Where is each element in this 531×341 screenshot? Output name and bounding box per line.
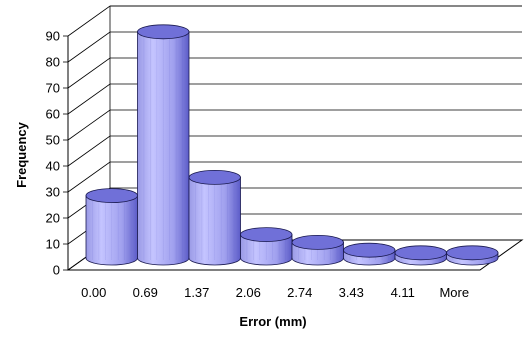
x-tick-label: 0.69 (133, 285, 158, 300)
bar-body (85, 195, 138, 266)
gridline (67, 109, 522, 141)
bar-top (85, 188, 138, 204)
histogram-bar (137, 24, 190, 266)
gridline (67, 5, 522, 37)
gridline (67, 135, 522, 167)
y-tick-label: 70 (46, 81, 60, 96)
x-tick-label: 3.43 (339, 285, 364, 300)
bar-body (137, 31, 190, 266)
y-tick-label: 90 (46, 29, 60, 44)
bar-top (188, 169, 241, 185)
y-tick-label: 20 (46, 211, 60, 226)
histogram-bar (394, 245, 447, 266)
bar-body (240, 234, 293, 266)
bars-layer (85, 24, 499, 266)
histogram-bar (446, 245, 499, 266)
bar-top (343, 242, 396, 258)
x-tick-label: 4.11 (391, 285, 415, 300)
bar-top (137, 24, 190, 40)
bar-body (188, 177, 241, 266)
x-axis-title: Error (mm) (239, 314, 306, 329)
histogram-bar (240, 227, 293, 266)
gridline (67, 57, 522, 89)
bar-top (240, 227, 293, 243)
x-tick-label: 1.37 (184, 285, 209, 300)
bar-top (291, 234, 344, 250)
histogram-bar (343, 242, 396, 266)
y-tick-label: 40 (46, 159, 60, 174)
y-axis-title: Frequency (14, 121, 29, 188)
bar-top (394, 245, 447, 261)
y-tick-label: 60 (46, 107, 60, 122)
y-tick-label: 50 (46, 133, 60, 148)
y-tick-label: 0 (53, 263, 60, 278)
x-tick-label: 0.00 (81, 285, 106, 300)
histogram-bar (291, 234, 344, 266)
gridline (67, 83, 522, 115)
x-tick-label: 2.74 (287, 285, 312, 300)
y-tick-label: 30 (46, 185, 60, 200)
tick-labels-layer: 0 10 20 30 40 50 60 70 80 90 0.00 0.69 1.37 2.06 2.74 3… (46, 29, 470, 301)
histogram-bar (188, 169, 241, 266)
histogram-bar (85, 188, 138, 266)
x-tick-label: 2.06 (236, 285, 261, 300)
y-tick-label: 80 (46, 55, 60, 70)
gridline (67, 161, 522, 193)
y-tick-label: 10 (46, 237, 60, 252)
x-tick-label: More (439, 285, 469, 300)
gridline (67, 31, 522, 63)
bar-top (446, 245, 499, 261)
